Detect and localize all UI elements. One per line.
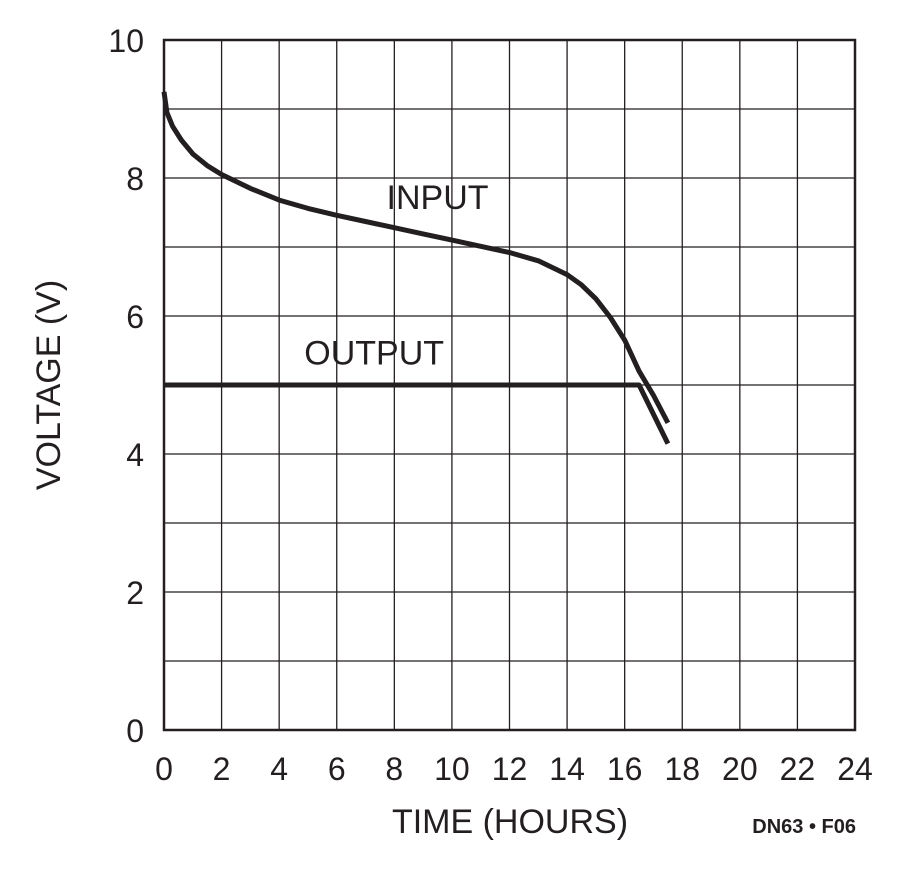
figure-id-label: DN63 • F06	[752, 816, 856, 838]
x-tick-label: 2	[213, 751, 231, 787]
x-tick-label: 10	[434, 751, 470, 787]
y-axis-title: VOLTAGE (V)	[30, 280, 68, 490]
x-tick-label: 6	[328, 751, 346, 787]
y-tick-labels: 0 2 4 6 8 10	[108, 23, 144, 749]
x-axis-title: TIME (HOURS)	[392, 803, 628, 841]
x-tick-label: 24	[837, 751, 873, 787]
y-tick-label: 0	[126, 713, 144, 749]
series-line-output	[164, 382, 671, 445]
series-lines	[161, 91, 671, 445]
x-tick-label: 12	[492, 751, 528, 787]
series-labels: INPUT OUTPUT	[304, 179, 488, 372]
y-tick-label: 2	[126, 575, 144, 611]
series-label-output: OUTPUT	[304, 334, 444, 372]
y-tick-label: 10	[108, 23, 144, 59]
x-tick-label: 20	[722, 751, 758, 787]
series-line-input	[161, 91, 671, 425]
x-tick-label: 0	[155, 751, 173, 787]
x-tick-label: 4	[270, 751, 288, 787]
x-tick-label: 8	[385, 751, 403, 787]
x-tick-label: 16	[607, 751, 643, 787]
y-tick-label: 4	[126, 437, 144, 473]
y-tick-label: 6	[126, 299, 144, 335]
grid	[164, 40, 855, 730]
y-tick-label: 8	[126, 161, 144, 197]
series-label-input: INPUT	[387, 179, 489, 217]
x-tick-label: 18	[664, 751, 700, 787]
x-tick-labels: 0 2 4 6 8 10 12 14 16 18 20 22 24	[155, 751, 873, 787]
x-tick-label: 14	[549, 751, 585, 787]
x-tick-label: 22	[780, 751, 816, 787]
